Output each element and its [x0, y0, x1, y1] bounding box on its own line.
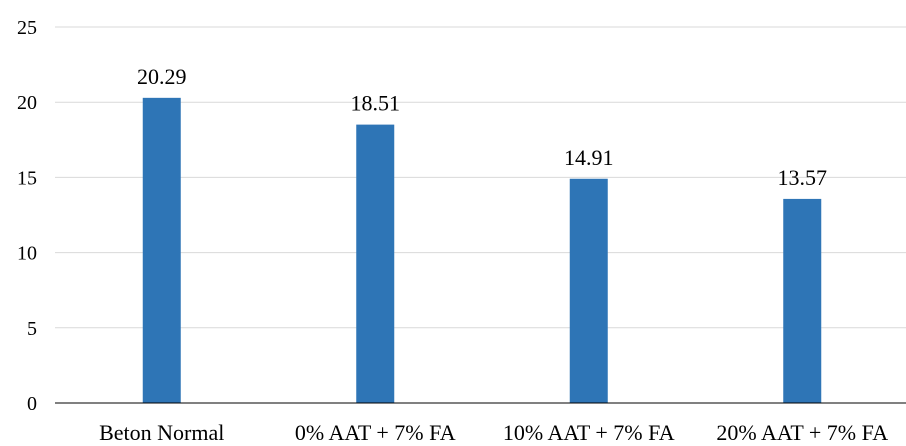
data-label: 20.29: [137, 64, 187, 89]
y-tick-label: 10: [17, 243, 37, 265]
gridlines: [55, 26, 906, 329]
x-tick-label: Beton Normal: [99, 420, 224, 441]
bars: [142, 97, 822, 404]
bar: [569, 178, 608, 403]
data-label: 14.91: [564, 145, 614, 170]
y-tick-label: 0: [27, 393, 37, 415]
y-tick-label: 20: [17, 92, 37, 114]
bar: [356, 124, 395, 404]
y-tick-label: 15: [17, 167, 37, 189]
x-tick-label: 20% AAT + 7% FA: [716, 420, 888, 441]
x-axis-tick-labels: Beton Normal 0% AAT + 7% FA 10% AAT + 7% F…: [99, 420, 888, 445]
y-tick-label: 5: [27, 318, 37, 340]
data-label: 18.51: [351, 91, 401, 116]
data-label: 13.57: [778, 165, 828, 190]
data-labels: 20.29 18.51 14.91 13.57: [137, 64, 827, 190]
bar: [783, 198, 822, 403]
x-tick-label: 10% AAT + 7% FA: [503, 420, 675, 441]
y-tick-label: 25: [17, 17, 37, 39]
x-tick-label: 0% AAT + 7% FA: [295, 420, 456, 441]
y-axis-tick-labels: 0 5 10 15 20 25: [17, 17, 37, 415]
bar: [142, 97, 181, 403]
